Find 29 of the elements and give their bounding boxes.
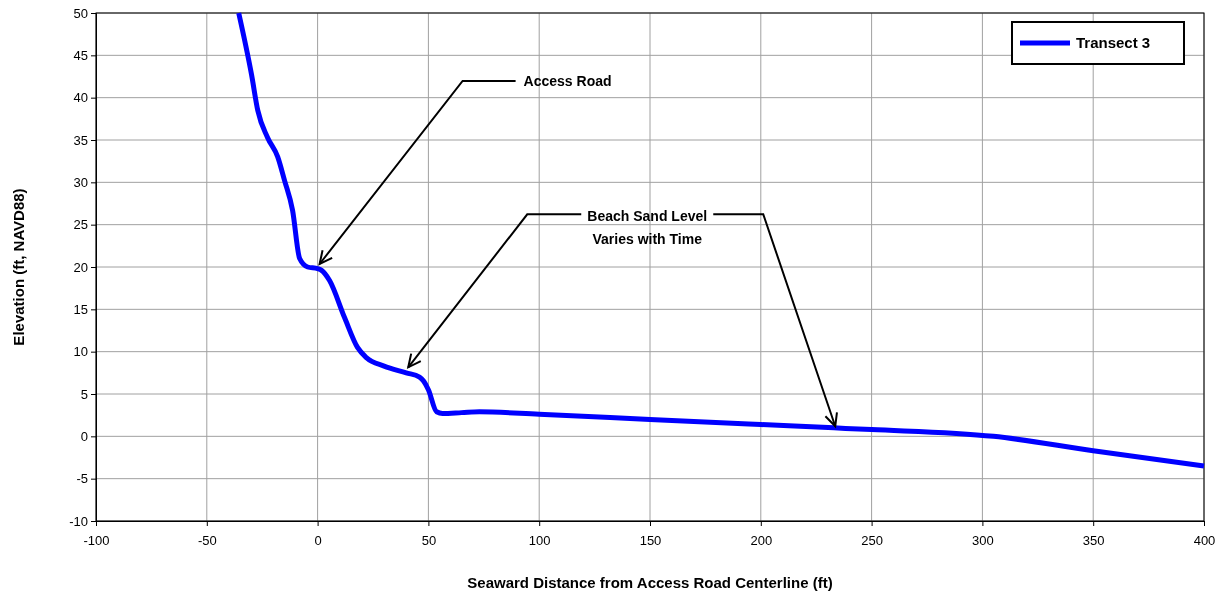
annotation: Beach Sand Level Varies with Time — [587, 208, 708, 248]
y-tick-label: 0 — [80, 428, 88, 444]
x-tick-label: 400 — [1193, 532, 1216, 548]
x-tick-label: -100 — [83, 532, 110, 548]
y-tick-label: 35 — [73, 132, 88, 148]
y-tick-label: 50 — [73, 5, 88, 21]
x-tick-label: 350 — [1082, 532, 1105, 548]
y-tick-label: 5 — [80, 386, 88, 402]
y-tick-label: 10 — [73, 344, 88, 360]
y-tick-label: 30 — [73, 174, 88, 190]
x-tick-label: 250 — [861, 532, 883, 548]
y-tick-label: 40 — [73, 90, 88, 106]
y-tick-label: 25 — [73, 217, 88, 233]
x-tick-label: 150 — [639, 532, 662, 548]
y-tick-label: -5 — [76, 471, 88, 487]
x-tick-label: 0 — [314, 532, 322, 548]
y-tick-label: 20 — [73, 259, 88, 275]
x-axis-title: Seaward Distance from Access Road Centerline (ft) — [467, 574, 833, 591]
legend-label: Transect 3 — [1076, 34, 1151, 52]
x-tick-label: 300 — [972, 532, 994, 548]
y-axis-title: Elevation (ft, NAVD88) — [10, 188, 27, 346]
y-tick-label: 15 — [73, 301, 88, 317]
y-tick-label: -10 — [69, 513, 88, 529]
annotation: Access Road — [523, 72, 612, 89]
x-tick-label: 200 — [750, 532, 773, 548]
y-tick-label: 45 — [73, 47, 88, 63]
x-tick-label: 100 — [528, 532, 551, 548]
x-tick-label: 50 — [421, 532, 437, 548]
x-tick-label: -50 — [197, 532, 217, 548]
